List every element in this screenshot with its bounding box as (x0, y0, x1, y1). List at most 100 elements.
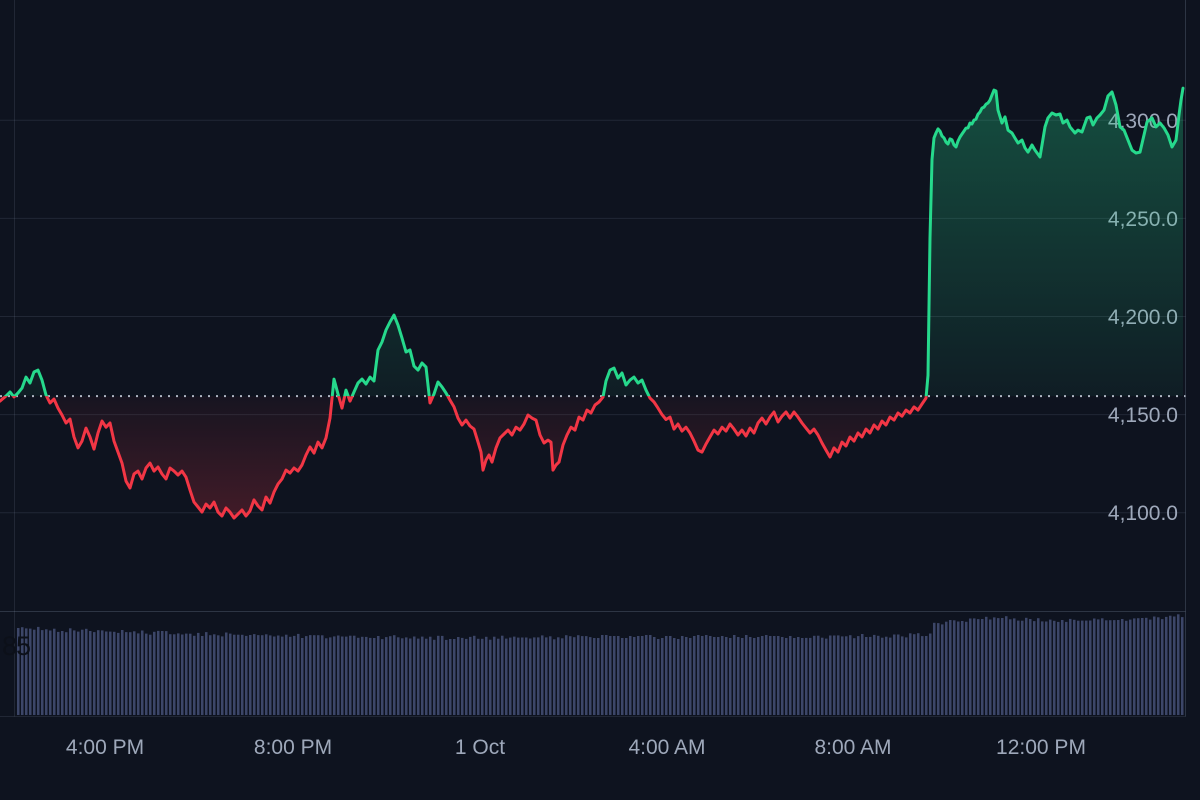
volume-bar (713, 637, 716, 715)
volume-bar (437, 635, 440, 715)
volume-bar (485, 636, 488, 715)
volume-bar (1121, 619, 1124, 715)
volume-bar (949, 620, 952, 715)
volume-bar (617, 636, 620, 715)
volume-bar (205, 632, 208, 715)
volume-bar (249, 635, 252, 715)
volume-bar (769, 636, 772, 715)
y-axis-tick-label: 4,150.0 (1108, 404, 1178, 427)
volume-bar (389, 636, 392, 715)
volume-bar (209, 635, 212, 715)
volume-bar (809, 637, 812, 715)
volume-bar (665, 636, 668, 715)
volume-bar (913, 634, 916, 715)
volume-bar (137, 633, 140, 715)
volume-bar (929, 633, 932, 715)
volume-bar (153, 631, 156, 715)
volume-bar (133, 631, 136, 715)
volume-bar (785, 638, 788, 715)
volume-bar (265, 634, 268, 715)
volume-bar (849, 635, 852, 715)
volume-bar (709, 636, 712, 715)
volume-bar (1037, 618, 1040, 715)
volume-bar (1153, 616, 1156, 715)
volume-bar (973, 618, 976, 715)
volume-bar (781, 637, 784, 715)
volume-bar (217, 635, 220, 715)
volume-bar (517, 637, 520, 715)
volume-bar (681, 636, 684, 715)
volume-bar (377, 636, 380, 715)
volume-bar (513, 636, 516, 715)
volume-bar (145, 633, 148, 715)
volume-bar (225, 632, 228, 715)
volume-bar (45, 629, 48, 715)
volume-bar (917, 633, 920, 715)
volume-bar (801, 638, 804, 715)
volume-bar (373, 638, 376, 715)
volume-bar (1117, 620, 1120, 715)
volume-bar (1045, 621, 1048, 715)
volume-bar (77, 631, 80, 715)
volume-bar (773, 636, 776, 715)
volume-bar (201, 636, 204, 715)
volume-bar (221, 636, 224, 715)
volume-bar (445, 639, 448, 715)
volume-bar (641, 636, 644, 715)
volume-bar (1161, 619, 1164, 715)
volume-bar (1033, 621, 1036, 715)
volume-bar (737, 637, 740, 715)
volume-bar (385, 637, 388, 715)
volume-bar (661, 638, 664, 715)
volume-bars (17, 614, 1184, 716)
volume-bar (1169, 615, 1172, 715)
volume-bar (141, 630, 144, 715)
volume-bar (701, 636, 704, 715)
area-fill-below-baseline (0, 396, 927, 518)
volume-bar (861, 634, 864, 715)
volume-bar (281, 636, 284, 715)
volume-bar (545, 637, 548, 715)
volume-bar (297, 633, 300, 715)
volume-bar (1101, 618, 1104, 715)
x-axis-tick-label: 12:00 PM (996, 736, 1086, 759)
volume-bar (893, 634, 896, 715)
x-axis-tick-label: 8:00 PM (254, 736, 332, 759)
x-axis-tick-label: 1 Oct (455, 736, 505, 759)
volume-bar (237, 634, 240, 715)
volume-bar (537, 637, 540, 715)
x-axis-tick-label: 4:00 PM (66, 736, 144, 759)
volume-bar (173, 634, 176, 715)
volume-bar (433, 639, 436, 715)
volume-bar (313, 635, 316, 715)
volume-bar (1005, 616, 1008, 715)
volume-bar (977, 619, 980, 715)
volume-bar (369, 637, 372, 715)
volume-bar (117, 632, 120, 715)
volume-bar (1177, 614, 1180, 715)
volume-bar (1017, 620, 1020, 715)
volume-bar (461, 637, 464, 715)
volume-bar (193, 635, 196, 715)
volume-bar (629, 636, 632, 715)
volume-bar (553, 639, 556, 715)
volume-bar (733, 635, 736, 715)
volume-bar (105, 631, 108, 715)
volume-bar (321, 635, 324, 715)
volume-bar (465, 638, 468, 715)
volume-bar (345, 636, 348, 715)
volume-bar (453, 639, 456, 715)
volume-bar (885, 636, 888, 715)
volume-bar (425, 638, 428, 715)
volume-bar (997, 618, 1000, 715)
volume-bar (1109, 620, 1112, 715)
volume-bar (353, 635, 356, 715)
volume-bar (1157, 617, 1160, 715)
volume-bar (429, 636, 432, 715)
volume-bar (685, 637, 688, 715)
volume-bar (1133, 618, 1136, 715)
volume-bar (257, 635, 260, 715)
volume-bar (989, 619, 992, 715)
